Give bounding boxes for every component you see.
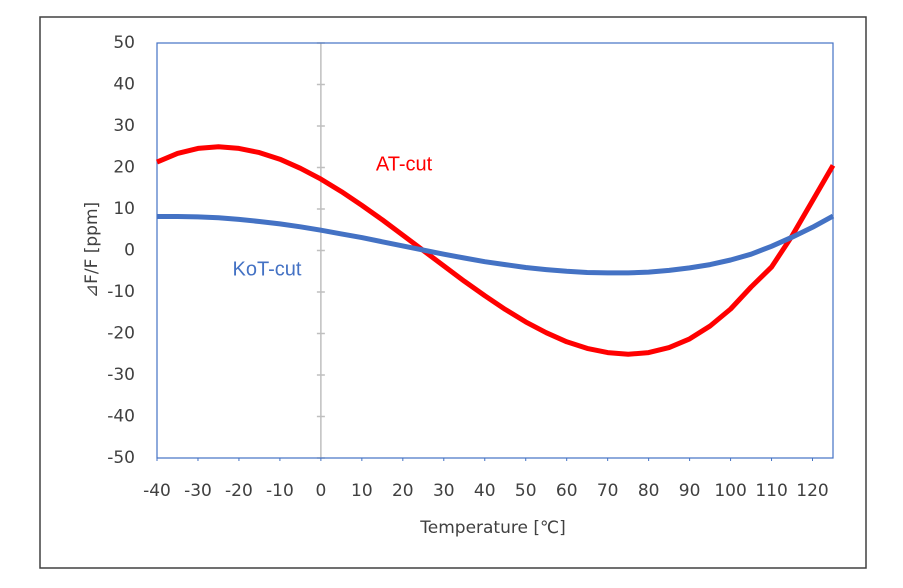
chart-frame bbox=[39, 16, 867, 569]
x-axis-label: Temperature [℃] bbox=[419, 518, 565, 538]
x-tick-label: -40 bbox=[143, 481, 171, 501]
x-tick-label: 70 bbox=[597, 481, 619, 501]
plot-area bbox=[156, 42, 834, 459]
y-tick-label: 40 bbox=[113, 75, 135, 95]
x-tick-label: -20 bbox=[225, 481, 253, 501]
x-tick-label: -10 bbox=[266, 481, 294, 501]
y-tick-label: 50 bbox=[113, 33, 135, 53]
x-tick-label: 120 bbox=[796, 481, 828, 501]
y-tick-label: -20 bbox=[107, 324, 135, 344]
x-tick-label: 40 bbox=[474, 481, 496, 501]
x-tick-label: 50 bbox=[515, 481, 537, 501]
series-label: AT-cut bbox=[376, 153, 433, 175]
series-label: KoT-cut bbox=[233, 258, 302, 280]
x-tick-label: 100 bbox=[714, 481, 746, 501]
y-tick-label: 10 bbox=[113, 199, 135, 219]
x-tick-label: 10 bbox=[351, 481, 373, 501]
x-tick-label: 0 bbox=[315, 481, 326, 501]
x-tick-label: 20 bbox=[392, 481, 414, 501]
y-tick-label: -10 bbox=[107, 282, 135, 302]
y-tick-label: 30 bbox=[113, 116, 135, 136]
y-axis-label: ⊿F/F [ppm] bbox=[82, 202, 102, 298]
y-tick-label: -30 bbox=[107, 365, 135, 385]
x-tick-label: 30 bbox=[433, 481, 455, 501]
series-line bbox=[157, 213, 835, 276]
x-tick-label: 60 bbox=[556, 481, 578, 501]
series-line bbox=[156, 144, 836, 357]
y-tick-label: 20 bbox=[113, 158, 135, 178]
y-tick-label: 0 bbox=[124, 241, 135, 261]
x-tick-label: -30 bbox=[184, 481, 212, 501]
y-tick-label: -40 bbox=[107, 407, 135, 427]
x-tick-label: 80 bbox=[638, 481, 660, 501]
y-tick-label: -50 bbox=[107, 448, 135, 468]
x-tick-label: 110 bbox=[755, 481, 787, 501]
x-tick-label: 90 bbox=[679, 481, 701, 501]
